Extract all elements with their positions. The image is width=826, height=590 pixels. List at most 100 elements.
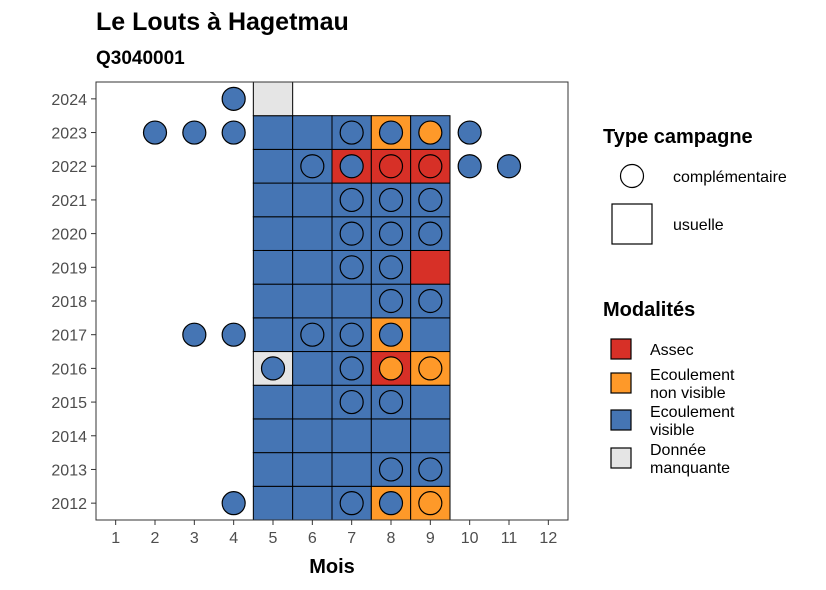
x-axis: 1 2 3 4 5 6 7 8 9 10 11 12 bbox=[111, 520, 557, 547]
x-tick-label: 5 bbox=[269, 530, 278, 547]
legend-label: Assec bbox=[650, 342, 694, 359]
tile-2014-9 bbox=[410, 418, 451, 454]
chart-subtitle: Q3040001 bbox=[96, 48, 185, 69]
legend-label: manquante bbox=[650, 460, 730, 477]
tile-2018-5 bbox=[252, 283, 294, 319]
point-2015-7 bbox=[339, 389, 364, 415]
y-tick-label: 2021 bbox=[51, 193, 87, 210]
point-2012-8 bbox=[378, 491, 404, 516]
point-2013-9 bbox=[418, 457, 443, 482]
point-2024-4 bbox=[221, 86, 246, 111]
point-2019-7 bbox=[339, 255, 364, 280]
y-tick-label: 2015 bbox=[51, 395, 87, 412]
x-tick-label: 4 bbox=[229, 530, 238, 547]
legend-label: Donnée bbox=[650, 442, 706, 459]
tile-2015-9 bbox=[410, 384, 451, 420]
tile-2016-6 bbox=[292, 351, 333, 386]
tile-2015-6 bbox=[292, 384, 333, 420]
legend-label: non visible bbox=[650, 385, 726, 402]
point-2022-7 bbox=[339, 154, 364, 179]
tile-2020-6 bbox=[292, 216, 333, 251]
point-2022-9 bbox=[418, 154, 443, 179]
legend-label: complémentaire bbox=[673, 169, 787, 186]
legend-label: usuelle bbox=[673, 217, 724, 234]
tile-2018-6 bbox=[292, 283, 333, 319]
point-2019-8 bbox=[378, 255, 404, 280]
complementaire-points bbox=[142, 86, 522, 516]
y-tick-label: 2013 bbox=[51, 462, 87, 479]
point-2023-4 bbox=[221, 120, 246, 145]
x-tick-label: 12 bbox=[539, 530, 557, 547]
legend-key-missing bbox=[610, 447, 632, 469]
legend-title: Modalités bbox=[603, 299, 695, 321]
point-2022-8 bbox=[378, 154, 404, 179]
tile-2020-5 bbox=[252, 216, 294, 251]
legend-label: Ecoulement bbox=[650, 367, 735, 384]
point-2016-9 bbox=[418, 356, 443, 381]
point-2021-9 bbox=[418, 187, 443, 213]
tile-2023-5 bbox=[252, 115, 294, 150]
y-tick-label: 2016 bbox=[51, 361, 87, 378]
y-tick-label: 2018 bbox=[51, 294, 87, 311]
tile-2017-5 bbox=[252, 317, 294, 353]
x-tick-label: 2 bbox=[151, 530, 160, 547]
tile-2021-5 bbox=[252, 182, 294, 218]
x-tick-label: 7 bbox=[347, 530, 356, 547]
tile-2024-5 bbox=[252, 81, 294, 117]
x-axis-title: Mois bbox=[309, 556, 355, 578]
tile-2017-9 bbox=[410, 317, 451, 353]
x-tick-label: 6 bbox=[308, 530, 317, 547]
point-2020-8 bbox=[378, 221, 404, 246]
point-2012-7 bbox=[339, 491, 364, 516]
tile-2013-7 bbox=[331, 452, 372, 487]
point-2023-9 bbox=[418, 120, 443, 145]
tile-2019-6 bbox=[292, 249, 333, 285]
tile-2021-6 bbox=[292, 182, 333, 218]
point-2017-4 bbox=[221, 322, 246, 347]
point-2021-8 bbox=[378, 187, 404, 213]
tile-2014-5 bbox=[252, 418, 294, 454]
point-2022-10 bbox=[457, 154, 482, 179]
point-2016-8 bbox=[378, 356, 404, 381]
point-2017-6 bbox=[300, 322, 325, 347]
y-tick-label: 2017 bbox=[51, 328, 87, 345]
point-2017-8 bbox=[378, 322, 404, 347]
point-2023-7 bbox=[339, 120, 364, 145]
legend-key-assec bbox=[610, 338, 632, 360]
tile-2012-6 bbox=[292, 485, 333, 521]
y-axis: 2012 2013 2014 2015 2016 2017 2018 2019 2020 2021… bbox=[51, 92, 96, 513]
legend-title: Type campagne bbox=[603, 126, 753, 148]
x-tick-label: 1 bbox=[111, 530, 120, 547]
point-2013-8 bbox=[378, 457, 404, 482]
y-tick-label: 2012 bbox=[51, 496, 87, 513]
point-2012-4 bbox=[221, 491, 246, 516]
point-2020-7 bbox=[339, 221, 364, 246]
point-2023-2 bbox=[142, 120, 168, 145]
point-2018-8 bbox=[378, 288, 404, 314]
point-2022-11 bbox=[496, 154, 522, 179]
y-tick-label: 2023 bbox=[51, 126, 87, 143]
legend-type-campagne: Type campagne complémentaire usuelle bbox=[603, 126, 787, 245]
legend-label: visible bbox=[650, 422, 695, 439]
usuelle-tiles bbox=[252, 81, 451, 521]
point-2020-9 bbox=[418, 221, 443, 246]
x-tick-label: 8 bbox=[387, 530, 396, 547]
point-2015-8 bbox=[378, 389, 404, 415]
point-2022-6 bbox=[300, 154, 325, 179]
point-2023-3 bbox=[182, 120, 207, 145]
point-2023-8 bbox=[378, 120, 404, 145]
tile-2015-5 bbox=[252, 384, 294, 420]
point-2017-3 bbox=[182, 322, 207, 347]
point-2018-9 bbox=[418, 288, 443, 314]
y-tick-label: 2014 bbox=[51, 429, 87, 446]
tile-2019-5 bbox=[252, 249, 294, 285]
point-2021-7 bbox=[339, 187, 364, 213]
tile-2012-5 bbox=[252, 485, 294, 521]
tile-2014-7 bbox=[331, 418, 372, 454]
y-tick-label: 2019 bbox=[51, 260, 87, 277]
legend-key-circle bbox=[619, 163, 645, 189]
y-tick-label: 2022 bbox=[51, 159, 87, 176]
legend-key-nonvisible bbox=[610, 372, 632, 394]
